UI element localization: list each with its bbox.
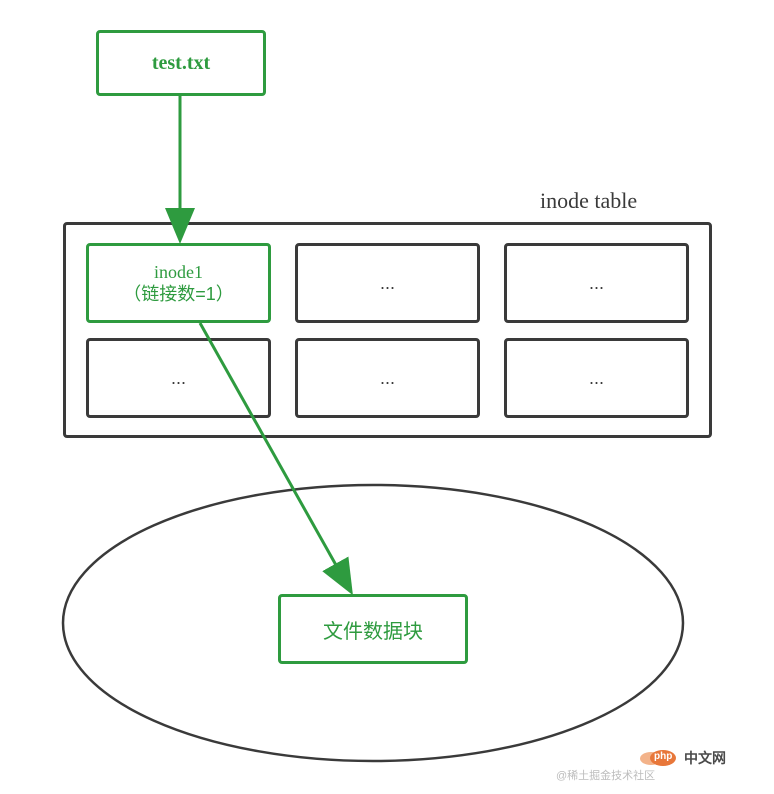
file-box-label: test.txt — [152, 52, 210, 75]
watermark-label: @稀土掘金技术社区 — [556, 770, 655, 782]
inode-cell-c02: ... — [504, 243, 689, 323]
inode-cell-label: inode1（链接数=1） — [123, 261, 234, 306]
data-block-box: 文件数据块 — [278, 594, 468, 664]
php-badge-ellipses: php — [640, 748, 680, 768]
php-badge: php 中文网 — [640, 748, 726, 768]
php-badge-text: php — [654, 751, 672, 762]
php-badge-cn: 中文网 — [684, 748, 726, 768]
inode-cell-c01: ... — [295, 243, 480, 323]
inode-cell-inode1: inode1（链接数=1） — [86, 243, 271, 323]
inode-cell-c12: ... — [504, 338, 689, 418]
inode-cell-c10: ... — [86, 338, 271, 418]
watermark-text: @稀土掘金技术社区 — [556, 767, 655, 783]
data-block-label: 文件数据块 — [323, 615, 423, 644]
inode-table-label-text: inode table — [540, 188, 637, 213]
file-box: test.txt — [96, 30, 266, 96]
diagram-canvas: test.txt inode table inode1（链接数=1）......… — [0, 0, 774, 794]
inode-table-label: inode table — [540, 188, 637, 214]
inode-cell-c11: ... — [295, 338, 480, 418]
